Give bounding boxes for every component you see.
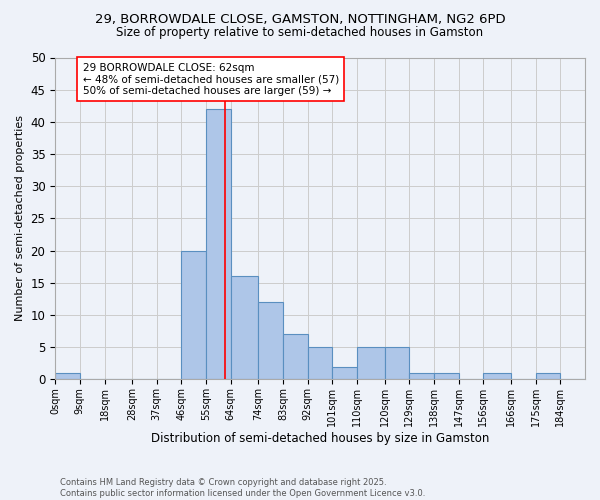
- Bar: [484, 373, 511, 380]
- Bar: [181, 250, 206, 380]
- Bar: [409, 373, 434, 380]
- Bar: [536, 373, 560, 380]
- Bar: [259, 302, 283, 380]
- Bar: [385, 347, 409, 380]
- Text: Contains HM Land Registry data © Crown copyright and database right 2025.
Contai: Contains HM Land Registry data © Crown c…: [60, 478, 425, 498]
- Text: Size of property relative to semi-detached houses in Gamston: Size of property relative to semi-detach…: [116, 26, 484, 39]
- Text: 29, BORROWDALE CLOSE, GAMSTON, NOTTINGHAM, NG2 6PD: 29, BORROWDALE CLOSE, GAMSTON, NOTTINGHA…: [95, 12, 505, 26]
- Bar: [308, 347, 332, 380]
- Bar: [434, 373, 459, 380]
- Y-axis label: Number of semi-detached properties: Number of semi-detached properties: [15, 116, 25, 322]
- Bar: [332, 366, 357, 380]
- Bar: [231, 276, 259, 380]
- Bar: [206, 109, 231, 380]
- Text: 29 BORROWDALE CLOSE: 62sqm
← 48% of semi-detached houses are smaller (57)
50% of: 29 BORROWDALE CLOSE: 62sqm ← 48% of semi…: [83, 62, 339, 96]
- X-axis label: Distribution of semi-detached houses by size in Gamston: Distribution of semi-detached houses by …: [151, 432, 489, 445]
- Bar: [283, 334, 308, 380]
- Bar: [357, 347, 385, 380]
- Bar: [55, 373, 80, 380]
